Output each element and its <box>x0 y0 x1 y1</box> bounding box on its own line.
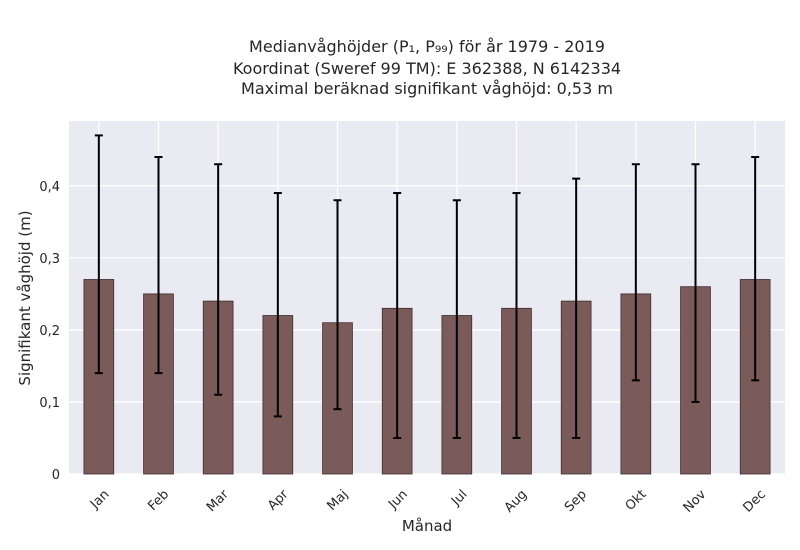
x-tick-label: Maj <box>324 487 351 514</box>
x-axis-label: Månad <box>402 517 452 535</box>
error-bar <box>631 163 640 382</box>
chart-title-line-1: Medianvåghöjder (P₁, P₉₉) för år 1979 - … <box>249 37 605 56</box>
plot-area <box>69 121 785 474</box>
x-tick-label: Jul <box>448 487 470 509</box>
error-bar <box>273 192 282 418</box>
y-gridlines <box>69 185 785 475</box>
error-bars <box>94 134 760 439</box>
y-tick-label: 0,1 <box>39 396 60 411</box>
x-tick-label: Aug <box>502 487 531 516</box>
error-bar <box>512 192 521 439</box>
x-tick-labels: Jan Feb Mar Apr Maj Jun Jul Aug Sep Okt Nov Dec <box>87 487 769 516</box>
error-bar <box>94 134 103 375</box>
chart-title-line-2: Koordinat (Sweref 99 TM): E 362388, N 61… <box>233 59 621 78</box>
error-bar <box>691 163 700 403</box>
y-tick-label: 0 <box>52 468 60 483</box>
error-bar <box>333 199 342 411</box>
bars <box>83 279 771 475</box>
x-tick-label: Okt <box>623 487 650 514</box>
y-tick-label: 0,2 <box>39 324 60 339</box>
x-tick-label: Sep <box>562 487 590 515</box>
y-tick-label: 0,4 <box>39 180 60 195</box>
error-bar <box>751 156 760 382</box>
y-tick-label: 0,3 <box>39 252 60 267</box>
y-tick-labels: 0 0,1 0,2 0,3 0,4 <box>39 180 60 483</box>
error-bar <box>154 156 163 375</box>
x-tick-label: Nov <box>681 487 710 516</box>
y-axis-label: Signifikant våghöjd (m) <box>16 210 34 385</box>
x-tick-label: Apr <box>265 487 292 514</box>
error-bar <box>572 177 581 439</box>
error-bar <box>393 192 402 439</box>
error-bar <box>214 163 223 396</box>
x-tick-label: Jan <box>87 487 112 512</box>
x-tick-label: Dec <box>740 487 768 515</box>
chart-title-line-3: Maximal beräknad signifikant våghöjd: 0,… <box>241 79 613 98</box>
x-tick-label: Mar <box>204 487 232 515</box>
x-tick-label: Feb <box>145 487 172 514</box>
error-bar <box>452 199 461 439</box>
x-tick-label: Jun <box>385 487 411 513</box>
